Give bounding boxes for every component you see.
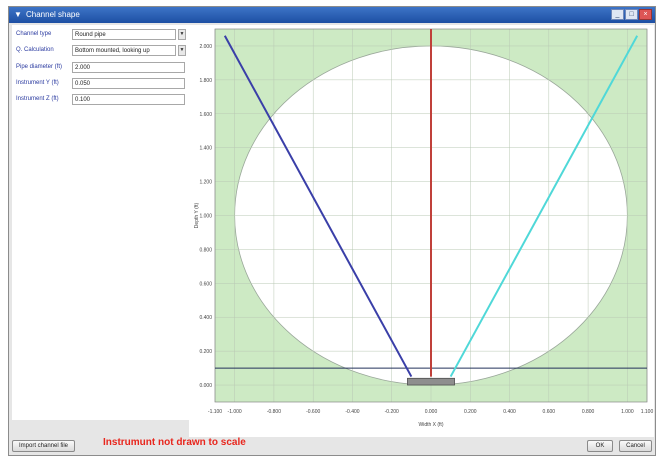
footer-bar: Import channel file Instrumunt not drawn… — [9, 437, 655, 455]
y-tick-label: 1.200 — [199, 180, 212, 186]
channel-shape-window: ▼ Channel shape _ □ × Channel type Round… — [8, 6, 656, 456]
channel-type-label: Channel type — [16, 31, 52, 37]
x-tick-label: -1.100 — [208, 409, 222, 415]
minimize-button[interactable]: _ — [611, 9, 624, 20]
pipe-diameter-input[interactable]: 2.000 — [72, 62, 185, 73]
pipe-diameter-label: Pipe diameter (ft) — [16, 64, 63, 70]
y-tick-label: 2.000 — [199, 44, 212, 50]
channel-plot-svg: -1.100 -1.000 -0.800 -0.600 -0.400 -0.200 0.00… — [194, 28, 654, 428]
instrument-marker — [407, 377, 455, 386]
chevron-down-icon[interactable]: ▼ — [178, 29, 186, 40]
x-tick-label: 1.100 — [641, 409, 654, 415]
x-tick-label: 0.400 — [503, 409, 516, 415]
window-title: Channel shape — [26, 10, 80, 19]
x-tick-label: -0.200 — [385, 409, 399, 415]
calculation-row: Q. Calculation Bottom mounted, looking u… — [16, 45, 188, 58]
y-tick-label: 0.200 — [199, 349, 212, 355]
instrument-y-input[interactable]: 0.050 — [72, 78, 185, 89]
channel-plot: -1.100 -1.000 -0.800 -0.600 -0.400 -0.200 0.00… — [189, 25, 654, 437]
x-tick-label: 0.800 — [582, 409, 595, 415]
beam-line — [223, 35, 413, 378]
title-bar: ▼ Channel shape _ □ × — [9, 7, 655, 23]
beam-line — [449, 35, 639, 378]
instrument-z-row: Instrument Z (ft) 0.100 — [16, 94, 188, 107]
x-tick-label: -1.000 — [228, 409, 242, 415]
app-icon: ▼ — [14, 10, 22, 19]
import-channel-file-button[interactable]: Import channel file — [12, 440, 75, 452]
x-tick-label: 0.000 — [425, 409, 438, 415]
y-tick-label: 1.400 — [199, 146, 212, 152]
cancel-button[interactable]: Cancel — [619, 440, 652, 452]
x-axis-label: Width X (ft) — [418, 422, 443, 428]
y-tick-label: 1.800 — [199, 78, 212, 84]
maximize-button[interactable]: □ — [625, 9, 638, 20]
y-tick-label: 1.600 — [199, 112, 212, 118]
close-button[interactable]: × — [639, 9, 652, 20]
calculation-label: Q. Calculation — [16, 47, 54, 53]
settings-panel: Channel type Round pipe ▼ Q. Calculation… — [12, 25, 189, 420]
y-axis-label: Depth Y (ft) — [194, 202, 200, 228]
y-tick-label: 0.400 — [199, 315, 212, 321]
channel-type-row: Channel type Round pipe ▼ — [16, 29, 188, 42]
instrument-z-label: Instrument Z (ft) — [16, 96, 59, 102]
x-tick-label: -0.600 — [306, 409, 320, 415]
x-tick-label: -0.800 — [267, 409, 281, 415]
x-tick-label: 0.600 — [543, 409, 556, 415]
channel-type-select[interactable]: Round pipe — [72, 29, 176, 40]
y-tick-label: 0.000 — [199, 383, 212, 389]
pipe-diameter-row: Pipe diameter (ft) 2.000 — [16, 62, 188, 75]
scale-note: Instrumunt not drawn to scale — [103, 437, 246, 448]
y-tick-label: 0.800 — [199, 247, 212, 253]
instrument-z-input[interactable]: 0.100 — [72, 94, 185, 105]
ok-button[interactable]: OK — [587, 440, 613, 452]
chevron-down-icon[interactable]: ▼ — [178, 45, 186, 56]
x-tick-label: -0.400 — [345, 409, 359, 415]
instrument-y-label: Instrument Y (ft) — [16, 80, 59, 86]
instrument-y-row: Instrument Y (ft) 0.050 — [16, 78, 188, 91]
x-tick-label: 1.000 — [621, 409, 634, 415]
y-tick-label: 0.600 — [199, 281, 212, 287]
x-tick-label: 0.200 — [464, 409, 477, 415]
y-tick-label: 1.000 — [199, 214, 212, 220]
calculation-select[interactable]: Bottom mounted, looking up — [72, 45, 176, 56]
